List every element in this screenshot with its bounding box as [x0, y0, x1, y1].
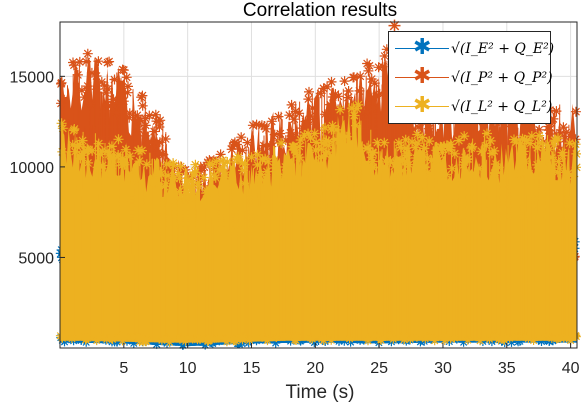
axes-box: [59, 21, 578, 349]
y-tick-label: 5000: [18, 250, 54, 267]
chart-title: Correlation results: [242, 0, 398, 21]
x-axis-label: Time (s): [285, 382, 355, 403]
series-markers: [55, 99, 581, 347]
legend-marker-e: ✱: [393, 36, 451, 59]
legend-marker-p: ✱: [393, 65, 451, 88]
legend-entry-e: ✱ √(I_E² + Q_E²): [393, 34, 554, 63]
legend-label-p: √(I_P² + Q_P²): [451, 69, 553, 86]
x-tick-label: 5: [119, 360, 128, 377]
legend-marker-l: ✱: [393, 94, 451, 117]
x-tick-label: 20: [306, 360, 324, 377]
x-tick-label: 15: [243, 360, 261, 377]
y-tick-label: 10000: [10, 160, 55, 177]
x-tick-label: 30: [434, 360, 452, 377]
x-tick-label: 10: [179, 360, 197, 377]
legend-entry-p: ✱ √(I_P² + Q_P²): [393, 63, 553, 92]
legend-entry-l: ✱ √(I_L² + Q_L²): [393, 92, 552, 121]
x-tick-label: 40: [562, 360, 580, 377]
x-tick-label: 25: [370, 360, 388, 377]
legend-label-e: √(I_E² + Q_E²): [451, 40, 555, 57]
y-tick-label: 15000: [10, 69, 55, 86]
legend: ✱ √(I_E² + Q_E²) ✱ √(I_P² + Q_P²) ✱ √(I_…: [388, 31, 554, 124]
peak-marker: [388, 19, 401, 32]
x-tick-label: 35: [498, 360, 516, 377]
legend-label-l: √(I_L² + Q_L²): [451, 98, 553, 115]
